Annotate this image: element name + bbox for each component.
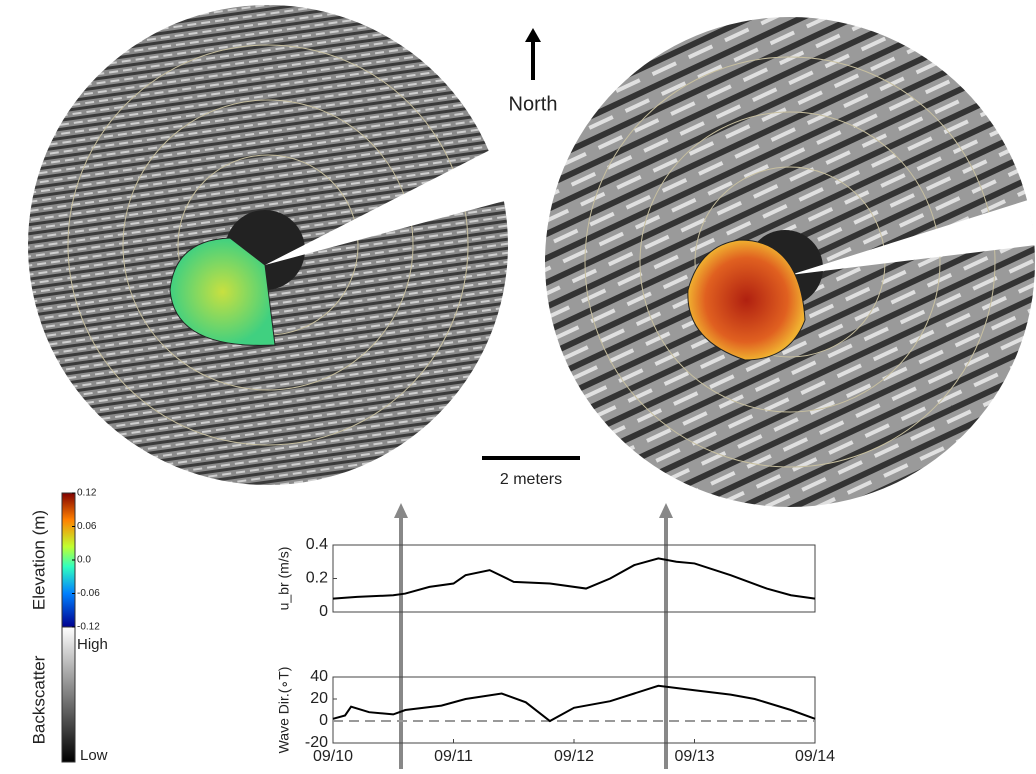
figure: North 2 meters Elevation (m) Backscatter… bbox=[0, 0, 1036, 769]
backscatter-high: High bbox=[77, 636, 108, 653]
y-axis-label: u_br (m/s) bbox=[276, 547, 292, 611]
y-tick-label: 0.4 bbox=[306, 536, 328, 553]
backscatter-label: Backscatter bbox=[29, 655, 48, 744]
arrows bbox=[394, 503, 673, 769]
north-label: North bbox=[509, 93, 558, 115]
x-tick-label: 09/10 bbox=[313, 748, 353, 765]
sonar-right bbox=[545, 17, 1036, 507]
plot-frame bbox=[333, 545, 815, 612]
line bbox=[333, 686, 815, 721]
y-tick-label: 40 bbox=[310, 668, 328, 685]
sonar-left bbox=[28, 5, 508, 485]
backscatter-colorbar bbox=[62, 627, 75, 762]
x-tick-label: 09/11 bbox=[434, 748, 473, 765]
north-arrowhead bbox=[525, 28, 541, 42]
y-tick-label: 0 bbox=[319, 603, 328, 620]
y-tick-label: 0.2 bbox=[306, 570, 328, 587]
y-tick-label: 20 bbox=[310, 690, 328, 707]
colorbar-tick-label: -0.12 bbox=[77, 622, 100, 633]
x-tick-label: 09/13 bbox=[674, 748, 714, 765]
scale-label: 2 meters bbox=[500, 471, 562, 488]
backscatter-low: Low bbox=[80, 747, 108, 764]
x-tick-label: 09/12 bbox=[554, 748, 594, 765]
colorbar-tick-label: -0.06 bbox=[77, 588, 100, 599]
colorbar-tick-label: 0.0 bbox=[77, 555, 91, 566]
y-axis-label: Wave Dir.(∘T) bbox=[276, 667, 292, 754]
y-tick-label: 0 bbox=[319, 712, 328, 729]
elevation-label: Elevation (m) bbox=[29, 510, 48, 610]
x-tick-label: 09/14 bbox=[795, 748, 835, 765]
line bbox=[333, 558, 815, 598]
colorbar-tick-label: 0.12 bbox=[77, 488, 97, 499]
colorbar-tick-label: 0.06 bbox=[77, 521, 97, 532]
